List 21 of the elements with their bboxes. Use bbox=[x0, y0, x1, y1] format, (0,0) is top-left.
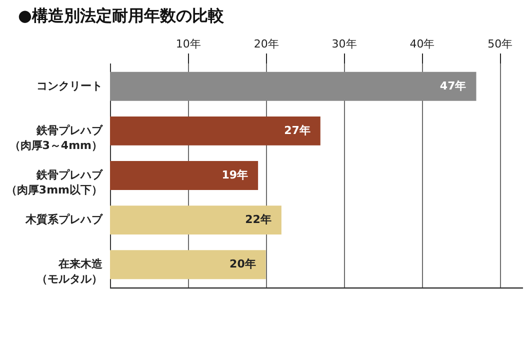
data-label: 20年 bbox=[230, 258, 256, 271]
x-tick-label: 30年 bbox=[332, 38, 357, 50]
y-tick-label: 鉄骨プレハブ（肉厚3～4mm） bbox=[9, 124, 104, 152]
bar bbox=[110, 161, 258, 190]
bar bbox=[110, 116, 320, 146]
x-tick-label: 20年 bbox=[254, 38, 279, 50]
y-tick-label: 在来木造（モルタル） bbox=[36, 258, 104, 286]
y-tick-label: コンクリート bbox=[36, 79, 102, 92]
data-label: 27年 bbox=[284, 124, 310, 137]
bar bbox=[110, 206, 282, 235]
y-tick-label: 木質系プレハブ bbox=[24, 213, 104, 226]
x-tick-label: 10年 bbox=[176, 38, 201, 50]
chart-title: ●構造別法定耐用年数の比較 bbox=[18, 6, 225, 25]
x-tick-label: 40年 bbox=[410, 38, 435, 50]
data-label: 22年 bbox=[245, 213, 272, 226]
bar bbox=[110, 250, 266, 280]
y-tick-label: 鉄骨プレハブ（肉厚3mm以下） bbox=[6, 168, 104, 196]
data-label: 47年 bbox=[440, 79, 466, 92]
data-label: 19年 bbox=[222, 168, 248, 182]
bar bbox=[110, 72, 476, 101]
x-tick-label: 50年 bbox=[488, 38, 513, 50]
